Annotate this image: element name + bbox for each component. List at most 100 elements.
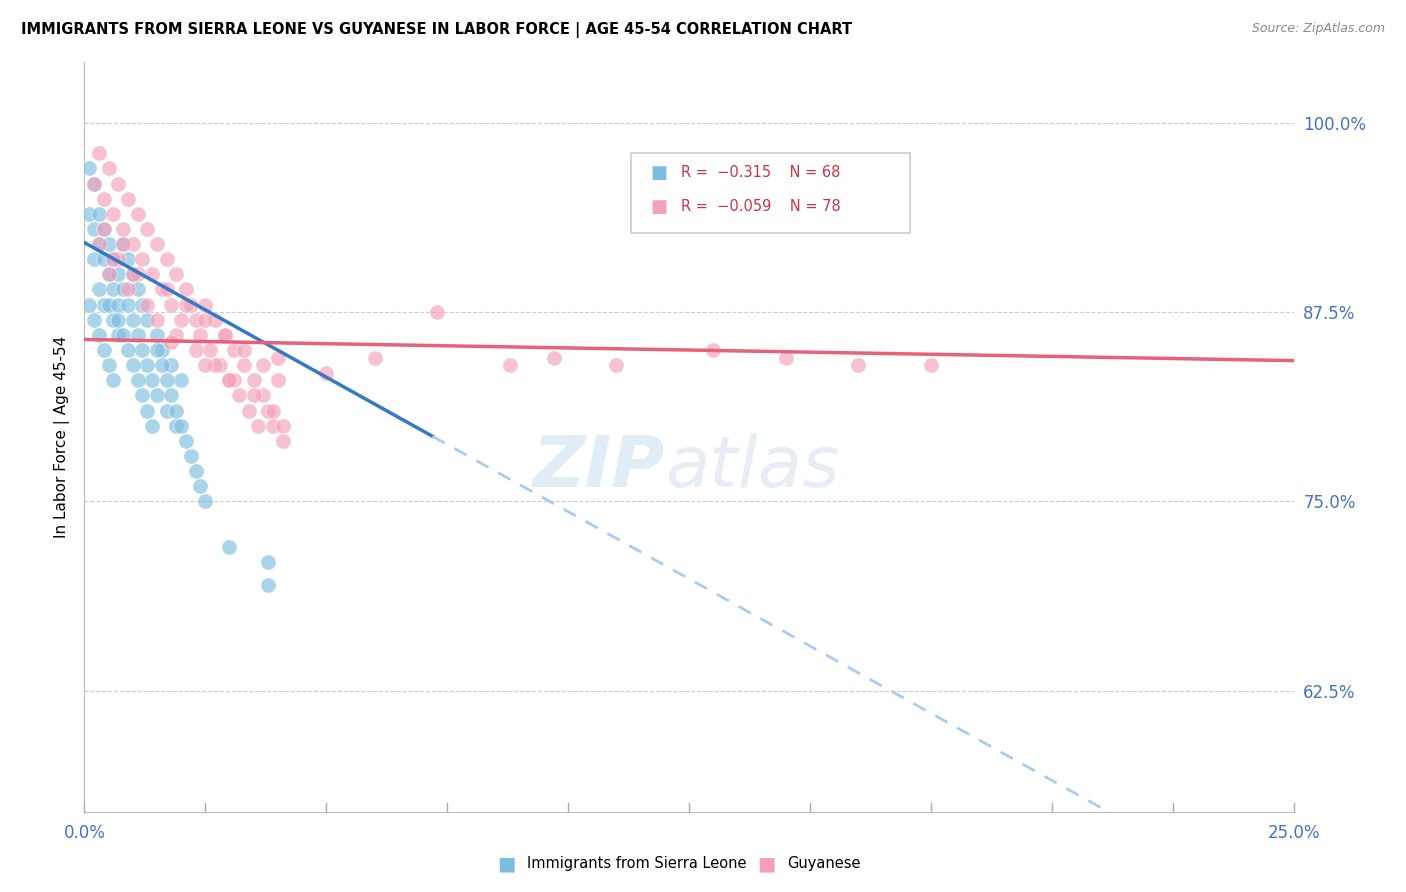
Point <box>146 237 169 252</box>
Point <box>97 298 120 312</box>
Point <box>97 268 120 282</box>
Text: ■: ■ <box>651 164 668 182</box>
Point <box>112 237 135 252</box>
Point <box>141 373 163 387</box>
Point <box>97 358 120 372</box>
Point <box>426 305 449 319</box>
Point <box>165 418 187 433</box>
Point <box>103 283 125 297</box>
Point <box>77 161 100 176</box>
Point <box>131 388 153 402</box>
Point <box>224 343 246 357</box>
Point <box>107 268 129 282</box>
Point <box>214 327 236 342</box>
Point <box>180 298 202 312</box>
Point <box>121 358 143 372</box>
Point <box>190 479 212 493</box>
Point <box>846 358 869 372</box>
Point <box>83 222 105 236</box>
Point <box>107 298 129 312</box>
Point <box>184 312 207 326</box>
Point <box>107 252 129 267</box>
Point <box>174 283 197 297</box>
Point <box>103 207 125 221</box>
Point <box>127 327 149 342</box>
Point <box>257 403 280 417</box>
Point <box>170 312 193 326</box>
Point <box>103 252 125 267</box>
Point <box>160 358 183 372</box>
Text: Source: ZipAtlas.com: Source: ZipAtlas.com <box>1251 22 1385 36</box>
Point <box>87 237 110 252</box>
Point <box>83 177 105 191</box>
Point <box>121 268 143 282</box>
Point <box>174 298 197 312</box>
Point <box>233 358 256 372</box>
Point <box>262 418 284 433</box>
Point <box>83 252 105 267</box>
Point <box>165 327 187 342</box>
Y-axis label: In Labor Force | Age 45-54: In Labor Force | Age 45-54 <box>55 336 70 538</box>
Point <box>136 222 159 236</box>
Point <box>184 464 207 478</box>
Point <box>87 146 110 161</box>
Point <box>146 327 169 342</box>
Point <box>93 222 115 236</box>
Point <box>93 222 115 236</box>
Point <box>150 283 173 297</box>
Point <box>103 252 125 267</box>
Point <box>141 418 163 433</box>
Point <box>150 343 173 357</box>
Point <box>141 268 163 282</box>
Point <box>103 373 125 387</box>
Point <box>257 555 280 569</box>
Point <box>165 403 187 417</box>
Point <box>121 312 143 326</box>
Point <box>252 358 274 372</box>
Point <box>131 298 153 312</box>
Point <box>218 540 240 554</box>
Point <box>543 351 565 365</box>
Point <box>242 388 264 402</box>
Point <box>117 283 139 297</box>
Point <box>136 403 159 417</box>
Point <box>262 403 284 417</box>
Point <box>184 343 207 357</box>
Point <box>107 312 129 326</box>
Point <box>180 449 202 463</box>
Point <box>77 207 100 221</box>
Point <box>155 373 177 387</box>
Point <box>194 312 217 326</box>
Point <box>165 268 187 282</box>
Text: Guyanese: Guyanese <box>787 856 860 871</box>
Point <box>146 343 169 357</box>
Point <box>267 373 290 387</box>
Point <box>247 418 270 433</box>
Point <box>131 343 153 357</box>
Point <box>271 418 294 433</box>
Point <box>87 283 110 297</box>
Text: ■: ■ <box>651 198 668 216</box>
Point <box>170 373 193 387</box>
Point <box>218 373 240 387</box>
Point <box>204 358 226 372</box>
Text: ZIP: ZIP <box>533 433 665 501</box>
Point <box>208 358 231 372</box>
Point <box>136 358 159 372</box>
Point <box>127 207 149 221</box>
Point <box>363 351 385 365</box>
Point <box>160 388 183 402</box>
Point <box>605 358 627 372</box>
Point <box>87 207 110 221</box>
Point <box>775 351 797 365</box>
Point <box>174 434 197 448</box>
Text: 25.0%: 25.0% <box>1267 824 1320 842</box>
Point <box>112 283 135 297</box>
Text: ■: ■ <box>496 854 516 873</box>
Point <box>97 161 120 176</box>
Point <box>83 177 105 191</box>
Point <box>121 237 143 252</box>
Text: R =  −0.059    N = 78: R = −0.059 N = 78 <box>682 199 841 214</box>
Point <box>198 343 221 357</box>
Point <box>194 358 217 372</box>
